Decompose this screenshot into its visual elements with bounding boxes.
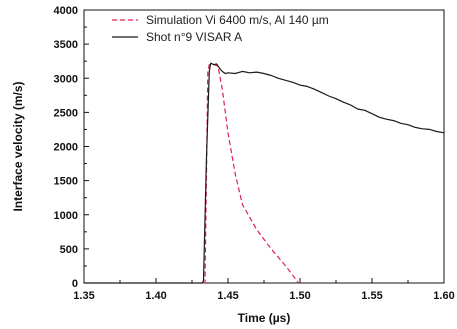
y-tick-label: 500	[60, 244, 78, 256]
x-tick-label: 1.40	[145, 290, 166, 302]
x-tick-label: 1.60	[433, 290, 454, 302]
x-tick-label: 1.50	[289, 290, 310, 302]
x-tick-label: 1.35	[73, 290, 94, 302]
y-tick-label: 1000	[54, 210, 78, 222]
x-axis: 1.35 1.40 1.45 1.50 1.55 1.60	[73, 278, 455, 302]
axes-frame	[83, 9, 445, 284]
y-tick-label: 3500	[54, 39, 78, 51]
legend-label-simulation: Simulation Vi 6400 m/s, Al 140 µm	[146, 13, 329, 27]
legend-label-shot: Shot n°9 VISAR A	[146, 30, 242, 44]
y-tick-label: 1500	[54, 176, 78, 188]
x-tick-label: 1.45	[217, 290, 238, 302]
legend: Simulation Vi 6400 m/s, Al 140 µm Shot n…	[112, 13, 329, 44]
y-tick-label: 0	[72, 278, 78, 290]
y-axis: 0 500 1000 1500 2000 2500 3000 3500 4000	[54, 5, 89, 290]
y-tick-label: 2000	[54, 142, 78, 154]
y-axis-title: Interface velocity (m/s)	[11, 81, 25, 211]
plot-area-border	[83, 9, 445, 284]
y-tick-label: 3000	[54, 73, 78, 85]
x-tick-label: 1.55	[361, 290, 382, 302]
series-line-1	[84, 62, 445, 284]
series-line-0	[203, 63, 300, 284]
x-axis-title: Time (µs)	[238, 311, 291, 325]
y-tick-label: 4000	[54, 5, 78, 17]
y-tick-label: 2500	[54, 107, 78, 119]
series-layer	[84, 62, 445, 284]
